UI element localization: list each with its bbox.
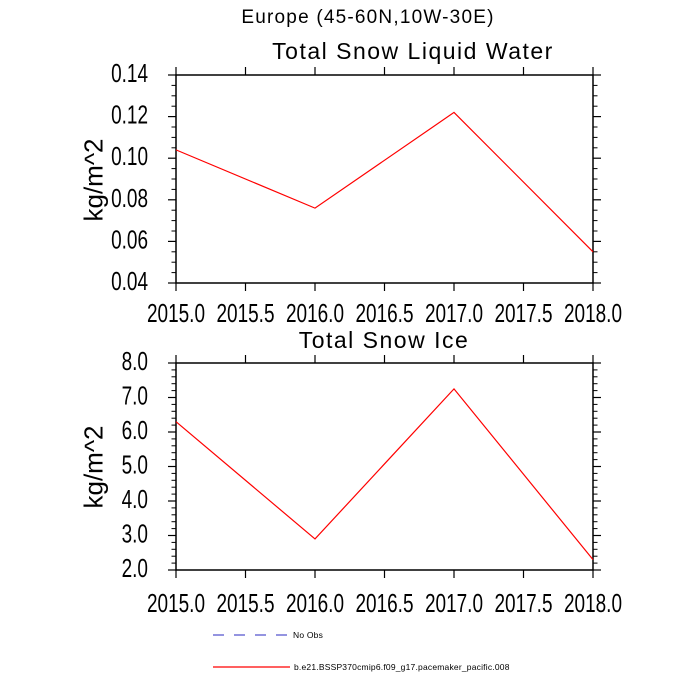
chart2-title: Total Snow Ice xyxy=(298,327,470,353)
x-tick-label: 2015.0 xyxy=(147,588,205,618)
y-tick-label: 5.0 xyxy=(122,450,148,480)
x-tick-label: 2018.0 xyxy=(564,298,622,328)
y-tick-label: 0.08 xyxy=(111,183,148,213)
legend-label-no-obs: No Obs xyxy=(293,630,324,640)
plot-border xyxy=(175,362,594,571)
y-tick-label: 0.14 xyxy=(111,58,148,88)
y-tick-label: 3.0 xyxy=(122,519,148,549)
y-tick-label: 0.06 xyxy=(111,224,148,254)
x-tick-label: 2015.5 xyxy=(216,298,274,328)
data-series-line xyxy=(175,387,594,561)
x-tick-label: 2016.5 xyxy=(355,298,413,328)
y-tick-label: 0.10 xyxy=(111,141,148,171)
figure-header-title: Europe (45-60N,10W-30E) xyxy=(241,7,495,28)
y-tick-label: 8.0 xyxy=(122,346,148,376)
x-tick-label: 2018.0 xyxy=(564,588,622,618)
y-tick-label: 7.0 xyxy=(122,381,148,411)
x-tick-label: 2016.0 xyxy=(286,588,344,618)
x-tick-label: 2016.5 xyxy=(355,588,413,618)
x-tick-label: 2017.5 xyxy=(494,298,552,328)
x-tick-label: 2017.5 xyxy=(494,588,552,618)
x-tick-label: 2016.0 xyxy=(286,298,344,328)
y-tick-label: 2.0 xyxy=(122,553,148,583)
y-tick-label: 0.04 xyxy=(111,266,148,296)
y-tick-label: 4.0 xyxy=(122,484,148,514)
x-tick-label: 2015.5 xyxy=(216,588,274,618)
legend-label-model-run: b.e21.BSSP370cmip6.f09_g17.pacemaker_pac… xyxy=(294,662,510,672)
x-tick-label: 2015.0 xyxy=(147,298,205,328)
y-tick-label: 0.12 xyxy=(111,100,148,130)
data-series-line xyxy=(175,111,594,253)
plot-border xyxy=(175,74,594,284)
chart1-title: Total Snow Liquid Water xyxy=(272,38,554,64)
y-tick-label: 6.0 xyxy=(122,415,148,445)
x-tick-label: 2017.0 xyxy=(425,298,483,328)
x-tick-label: 2017.0 xyxy=(425,588,483,618)
